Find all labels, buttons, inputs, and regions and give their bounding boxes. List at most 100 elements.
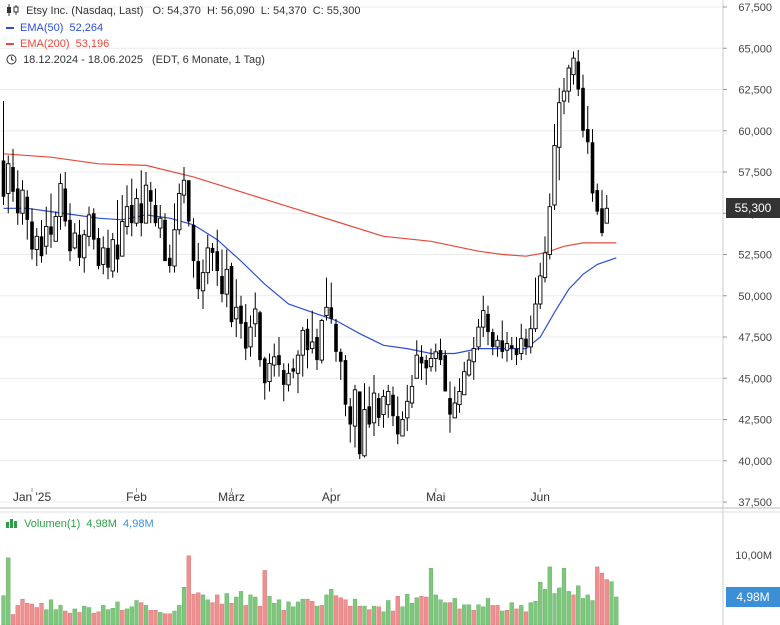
- candle[interactable]: [215, 229, 220, 286]
- legend-ema200[interactable]: EMA(200) 53,196: [6, 38, 109, 50]
- volume-bar[interactable]: [177, 605, 182, 625]
- volume-bar[interactable]: [585, 594, 590, 625]
- candle[interactable]: [490, 328, 495, 356]
- volume-bar[interactable]: [10, 614, 16, 625]
- candle[interactable]: [528, 315, 533, 354]
- volume-bar[interactable]: [162, 613, 168, 625]
- candle[interactable]: [438, 338, 443, 366]
- candle[interactable]: [504, 332, 510, 362]
- candle[interactable]: [210, 242, 215, 271]
- candle[interactable]: [486, 305, 490, 346]
- volume-bar[interactable]: [286, 601, 291, 625]
- legend-volume[interactable]: Volumen(1) 4,98M 4,98M: [6, 518, 154, 530]
- volume-bar[interactable]: [348, 605, 353, 625]
- volume-bar[interactable]: [172, 610, 177, 625]
- candle[interactable]: [167, 244, 172, 273]
- candle[interactable]: [305, 318, 310, 369]
- candle[interactable]: [291, 358, 296, 379]
- candle[interactable]: [253, 292, 258, 337]
- volume-bar[interactable]: [96, 611, 101, 625]
- volume-bar[interactable]: [291, 606, 296, 625]
- volume-bar[interactable]: [547, 566, 552, 625]
- volume-bar[interactable]: [533, 601, 538, 625]
- candle[interactable]: [400, 411, 405, 437]
- candle[interactable]: [433, 343, 438, 372]
- volume-bar[interactable]: [542, 589, 548, 625]
- volume-bar[interactable]: [181, 587, 187, 625]
- volume-series[interactable]: [1, 555, 619, 625]
- candle[interactable]: [163, 213, 167, 262]
- candle[interactable]: [443, 350, 448, 392]
- candle[interactable]: [524, 328, 528, 356]
- volume-bar[interactable]: [424, 596, 429, 625]
- candle[interactable]: [106, 229, 110, 280]
- candle[interactable]: [367, 386, 372, 428]
- volume-bar[interactable]: [139, 602, 144, 625]
- candle[interactable]: [457, 378, 462, 413]
- volume-bar[interactable]: [53, 609, 58, 625]
- candle[interactable]: [58, 173, 63, 230]
- candle[interactable]: [153, 188, 158, 227]
- volume-bar[interactable]: [48, 599, 54, 625]
- candle[interactable]: [590, 129, 595, 202]
- candle[interactable]: [352, 384, 358, 448]
- volume-bar[interactable]: [101, 605, 106, 625]
- volume-bar[interactable]: [305, 598, 310, 625]
- candle[interactable]: [424, 355, 429, 385]
- candle[interactable]: [452, 386, 457, 419]
- volume-bar[interactable]: [148, 610, 153, 625]
- volume-bar[interactable]: [414, 597, 419, 625]
- candle[interactable]: [571, 51, 576, 85]
- volume-bar[interactable]: [557, 587, 562, 625]
- candle[interactable]: [229, 262, 234, 328]
- volume-bar[interactable]: [153, 610, 158, 625]
- volume-bar[interactable]: [538, 582, 543, 625]
- candle[interactable]: [481, 295, 486, 337]
- candle[interactable]: [191, 218, 196, 278]
- volume-bar[interactable]: [590, 600, 595, 625]
- volume-bar[interactable]: [86, 607, 92, 625]
- volume-bar[interactable]: [390, 610, 396, 625]
- candle[interactable]: [243, 304, 248, 361]
- volume-bar[interactable]: [561, 568, 567, 625]
- volume-bar[interactable]: [376, 606, 381, 625]
- candle[interactable]: [262, 356, 267, 400]
- volume-bar[interactable]: [253, 596, 258, 625]
- volume-bar[interactable]: [6, 557, 11, 625]
- candle[interactable]: [310, 310, 315, 354]
- candle[interactable]: [338, 348, 343, 380]
- volume-bar[interactable]: [129, 606, 134, 625]
- volume-bar[interactable]: [25, 603, 30, 625]
- volume-bar[interactable]: [333, 595, 339, 625]
- volume-bar[interactable]: [295, 601, 301, 625]
- volume-bar[interactable]: [39, 603, 44, 625]
- candle[interactable]: [49, 193, 53, 248]
- candle[interactable]: [186, 180, 191, 227]
- volume-bar[interactable]: [281, 610, 286, 625]
- candle[interactable]: [419, 345, 424, 380]
- volume-bar[interactable]: [443, 602, 448, 625]
- candle[interactable]: [224, 249, 229, 308]
- volume-bar[interactable]: [310, 601, 315, 625]
- candle[interactable]: [200, 259, 206, 309]
- volume-bar[interactable]: [29, 603, 35, 625]
- candle[interactable]: [77, 219, 82, 267]
- volume-bar[interactable]: [243, 605, 248, 625]
- volume-bar[interactable]: [595, 566, 600, 625]
- candle[interactable]: [120, 195, 125, 257]
- candle[interactable]: [272, 343, 277, 377]
- candle[interactable]: [115, 200, 120, 273]
- candle[interactable]: [324, 277, 329, 321]
- volume-bar[interactable]: [481, 606, 486, 625]
- candle[interactable]: [39, 219, 44, 263]
- candle[interactable]: [239, 295, 243, 339]
- volume-bar[interactable]: [428, 568, 434, 625]
- volume-bar[interactable]: [433, 594, 438, 625]
- volume-bar[interactable]: [167, 613, 172, 625]
- volume-bar[interactable]: [362, 605, 367, 625]
- volume-bar[interactable]: [552, 593, 557, 625]
- candle[interactable]: [25, 190, 30, 240]
- volume-bar[interactable]: [67, 612, 73, 625]
- candle[interactable]: [319, 318, 324, 364]
